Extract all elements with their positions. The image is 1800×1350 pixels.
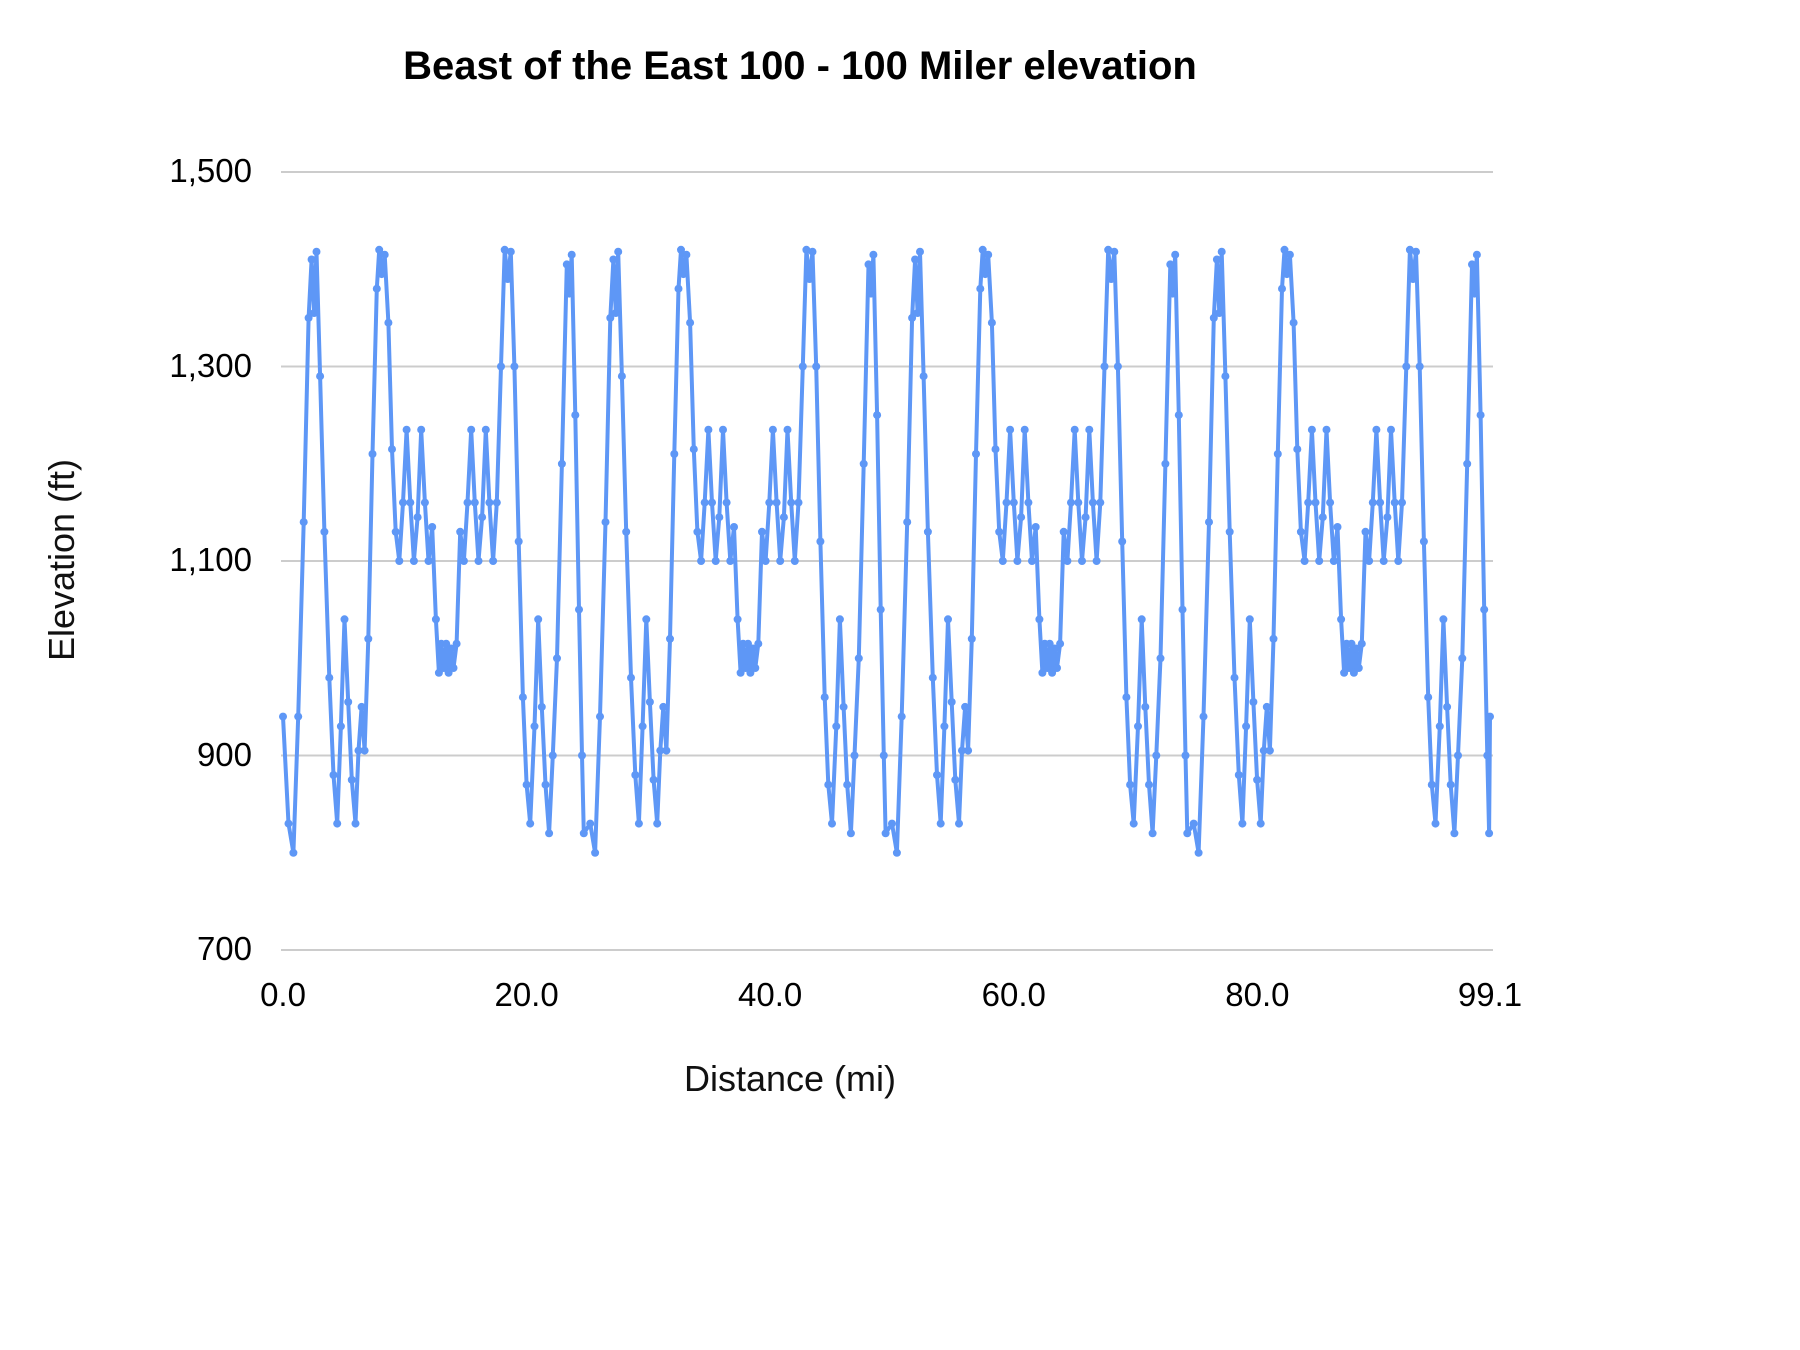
x-tick-label: 80.0: [1225, 976, 1290, 1013]
y-tick-label: 1,100: [169, 541, 252, 579]
y-tick-label: 1,300: [169, 346, 252, 384]
x-axis-title: Distance (mi): [683, 1058, 897, 1099]
x-tick-label: 60.0: [981, 976, 1046, 1013]
y-tick-label: 900: [196, 735, 252, 773]
x-tick-label: 99.1: [1457, 976, 1523, 1013]
elevation-series-line: [281, 247, 1492, 855]
x-tick-label: 20.0: [494, 976, 559, 1013]
y-tick-label: 700: [196, 930, 252, 968]
chart-title: Beast of the East 100 - 100 Miler elevat…: [403, 44, 1197, 88]
x-tick-label: 0.0: [260, 976, 306, 1013]
x-tick-label: 40.0: [738, 976, 803, 1013]
elevation-series-markers: [279, 245, 1494, 857]
elevation-series: [279, 245, 1494, 857]
y-tick-label: 1,500: [169, 152, 252, 190]
